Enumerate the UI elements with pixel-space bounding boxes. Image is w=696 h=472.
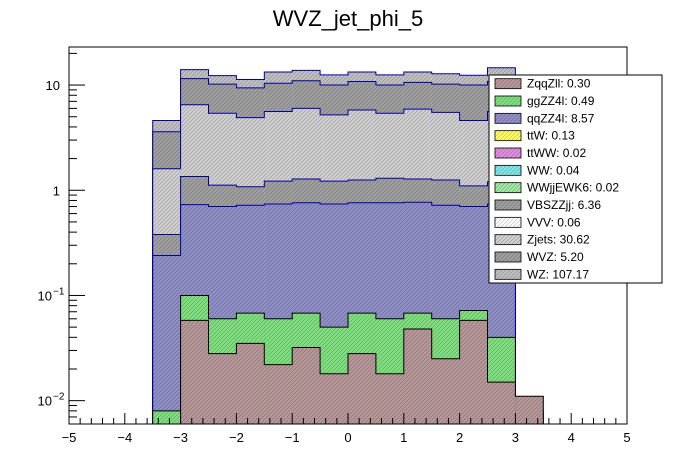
legend-swatch-hatch	[495, 130, 521, 141]
x-tick-label: −3	[173, 430, 188, 445]
legend-swatch-hatch	[495, 78, 521, 89]
legend-label: ttW: 0.13	[527, 129, 575, 143]
outline-qqZZ4l	[152, 201, 544, 425]
bar-hatch	[236, 343, 265, 424]
x-tick-label: 4	[568, 430, 575, 445]
bar-hatch	[431, 358, 460, 424]
legend-swatch-hatch	[495, 200, 521, 210]
legend-swatch-hatch	[495, 165, 521, 176]
x-tick-label: 2	[456, 430, 463, 445]
bar-hatch	[152, 410, 181, 424]
legend-label: VVV: 0.06	[527, 215, 581, 229]
legend-label: ggZZ4l: 0.49	[527, 94, 595, 108]
legend-entry: WZ: 107.17	[494, 267, 589, 281]
outline-WZ	[152, 67, 544, 425]
chart-title: WVZ_jet_phi_5	[273, 6, 423, 31]
bar-hatch	[459, 320, 488, 424]
bar-hatch	[208, 353, 237, 424]
legend-entry: WVZ: 5.20	[494, 250, 584, 264]
legend-entry: ttWW: 0.02	[494, 146, 586, 160]
bar-hatch	[403, 328, 432, 424]
legend: ZqqZll: 0.30 ggZZ4l: 0.49 qqZZ4l: 8.57 ttW:…	[488, 74, 663, 284]
legend-entry: ttW: 0.13	[494, 129, 575, 143]
legend-swatch-hatch	[495, 234, 521, 245]
y-tick-label: 1	[53, 183, 60, 198]
legend-label: Zjets: 30.62	[527, 233, 590, 247]
bar-hatch	[152, 255, 181, 424]
legend-entry: ZqqZll: 0.30	[494, 77, 591, 91]
legend-entry: VBSZZjj: 6.36	[494, 198, 601, 212]
x-tick-label: 3	[512, 430, 519, 445]
legend-label: qqZZ4l: 8.57	[527, 111, 595, 125]
legend-swatch-hatch	[495, 113, 521, 124]
legend-label: WW: 0.04	[527, 163, 580, 177]
legend-label: WWjjEWK6: 0.02	[527, 181, 619, 195]
legend-swatch-hatch	[495, 269, 521, 280]
legend-entry: WW: 0.04	[494, 163, 580, 177]
bar-hatch	[180, 320, 209, 424]
legend-label: ZqqZll: 0.30	[527, 77, 591, 91]
bar-hatch	[292, 347, 321, 424]
outline-WVZ	[152, 78, 544, 425]
bar-hatch	[320, 373, 348, 424]
legend-swatch-hatch	[495, 217, 521, 228]
bar-hatch	[348, 353, 376, 424]
legend-entry: WWjjEWK6: 0.02	[494, 181, 619, 195]
legend-swatch-hatch	[495, 96, 521, 106]
legend-entry: qqZZ4l: 8.57	[494, 111, 595, 125]
x-tick-label: −1	[285, 430, 300, 445]
legend-swatch-hatch	[495, 252, 521, 262]
bar-hatch	[487, 382, 516, 424]
legend-label: WVZ: 5.20	[527, 250, 584, 264]
y-tick-exponent: −2	[53, 392, 65, 403]
x-tick-label: −4	[117, 430, 132, 445]
legend-entry: VVV: 0.06	[494, 215, 581, 229]
x-tick-label: −2	[229, 430, 244, 445]
bar-hatch	[515, 396, 544, 424]
outline-ggZZ4l	[152, 294, 544, 424]
bar-hatch	[375, 373, 404, 424]
legend-label: VBSZZjj: 6.36	[527, 198, 601, 212]
bar-hatch	[264, 364, 293, 424]
y-tick-label: 10	[38, 394, 52, 409]
y-tick-label: 10	[46, 78, 60, 93]
y-tick-label: 10	[38, 288, 52, 303]
series-ZqqZll	[152, 319, 544, 425]
x-tick-label: −5	[62, 430, 77, 445]
outline-Zjets	[152, 104, 544, 425]
x-tick-label: 1	[400, 430, 407, 445]
legend-swatch-hatch	[495, 182, 521, 193]
outline-ZqqZll	[152, 319, 544, 425]
legend-label: ttWW: 0.02	[527, 146, 586, 160]
legend-swatch-hatch	[495, 148, 521, 158]
legend-entry: Zjets: 30.62	[494, 233, 590, 247]
legend-label: WZ: 107.17	[527, 267, 589, 281]
x-axis: −5 −4 −3 −2 −1 0 1 2 3 4 5	[62, 413, 631, 445]
legend-box	[488, 74, 663, 284]
outline-VBSZZjj	[152, 176, 544, 425]
x-tick-label: 5	[623, 430, 630, 445]
stacked-histogram	[152, 67, 544, 425]
x-tick-label: 0	[344, 430, 351, 445]
y-tick-exponent: −1	[53, 286, 65, 297]
legend-entry: ggZZ4l: 0.49	[494, 94, 595, 108]
